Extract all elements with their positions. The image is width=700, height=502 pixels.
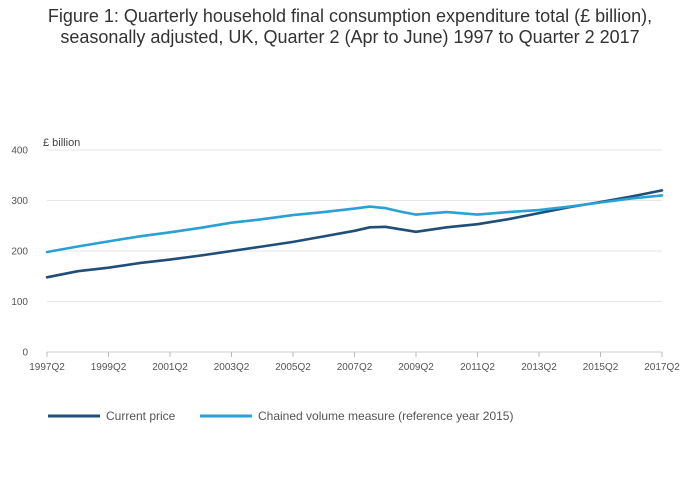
y-tick-label: 100 [11, 297, 28, 308]
y-axis-unit-label: £ billion [43, 137, 80, 149]
series-line-current-price [45, 189, 664, 279]
x-tick-label: 2007Q2 [337, 362, 373, 373]
x-axis: 1997Q2 1999Q2 2001Q2 2003Q2 2005Q2 2007Q2 2009… [29, 352, 680, 373]
legend-label: Chained volume measure (reference year 2… [258, 409, 513, 423]
y-tick-label: 300 [11, 196, 28, 207]
y-tick-label: 400 [11, 146, 28, 157]
gridlines [47, 149, 662, 353]
x-tick-label: 2009Q2 [398, 362, 434, 373]
x-tick-label: 2013Q2 [521, 362, 557, 373]
x-tick-label: 2015Q2 [583, 362, 619, 373]
y-axis-ticks: 0 100 200 300 400 [11, 146, 28, 359]
chart-title: Figure 1: Quarterly household final cons… [47, 6, 653, 47]
data-series [45, 189, 664, 279]
x-tick-label: 2005Q2 [275, 362, 311, 373]
x-tick-label: 2001Q2 [152, 362, 188, 373]
x-tick-label: 1997Q2 [29, 362, 65, 373]
x-tick-label: 2017Q2 [644, 362, 680, 373]
x-tick-label: 2011Q2 [460, 362, 495, 373]
legend-label: Current price [106, 409, 176, 423]
series-line-chained-volume [45, 194, 664, 254]
x-tick-label: 2003Q2 [214, 362, 250, 373]
legend: Current price Chained volume measure (ref… [48, 409, 513, 423]
x-tick-label: 1999Q2 [91, 362, 127, 373]
y-tick-label: 0 [22, 348, 28, 359]
y-tick-label: 200 [11, 247, 28, 258]
